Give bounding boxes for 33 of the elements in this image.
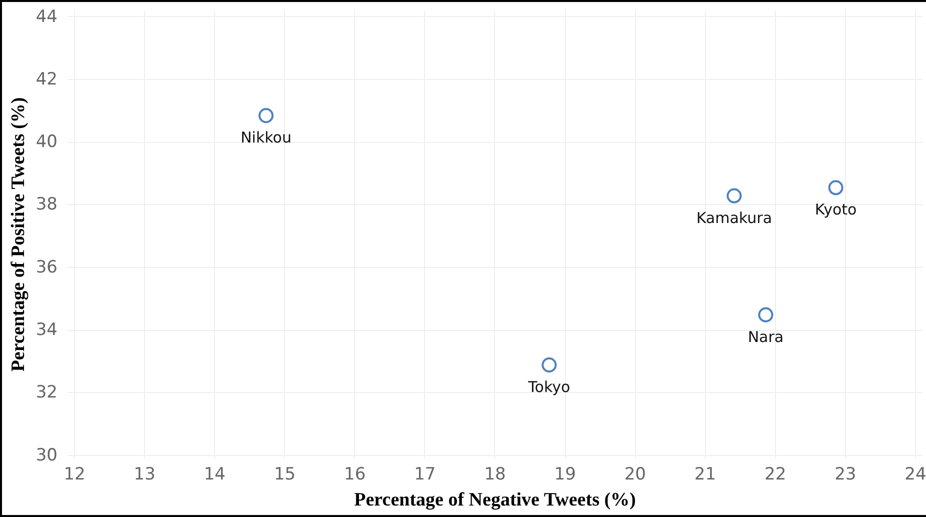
annotation: Nara [748, 328, 784, 346]
y-tick-label: 32 [36, 382, 58, 403]
annotation: Nikkou [240, 128, 292, 147]
y-tick-label: 44 [36, 6, 58, 27]
y-axis-title: Percentage of Positive Tweets (%) [8, 97, 29, 372]
point [726, 188, 742, 204]
x-tick-label: 17 [414, 464, 436, 484]
y-tick-label: 42 [36, 69, 58, 90]
x-tick-label: 20 [624, 464, 646, 484]
annotation: Tokyo [527, 378, 570, 396]
x-tick-label: 13 [134, 464, 156, 484]
y-tick-label: 38 [36, 194, 58, 215]
annotation: Kyoto [814, 200, 857, 219]
y-tick-label: 40 [36, 132, 58, 152]
y-tick-label: 30 [36, 445, 58, 466]
x-tick-label: 22 [764, 464, 786, 484]
x-tick-label: 15 [274, 464, 296, 484]
x-tick-label: 12 [64, 464, 86, 484]
x-axis-title: Percentage of Negative Tweets (%) [354, 490, 636, 510]
x-tick-label: 23 [834, 464, 856, 484]
point [258, 108, 274, 124]
point [758, 307, 774, 322]
y-tick-label: 34 [36, 320, 58, 340]
point [828, 180, 844, 196]
x-tick-label: 24 [904, 464, 926, 484]
x-tick-label: 21 [694, 464, 716, 484]
point [542, 357, 557, 372]
x-tick-label: 16 [344, 464, 366, 484]
x-tick-label: 19 [554, 464, 576, 484]
annotation: Kamakura [696, 208, 772, 227]
y-tick-label: 36 [36, 257, 58, 278]
x-tick-label: 18 [484, 464, 506, 484]
x-tick-label: 14 [204, 464, 226, 484]
